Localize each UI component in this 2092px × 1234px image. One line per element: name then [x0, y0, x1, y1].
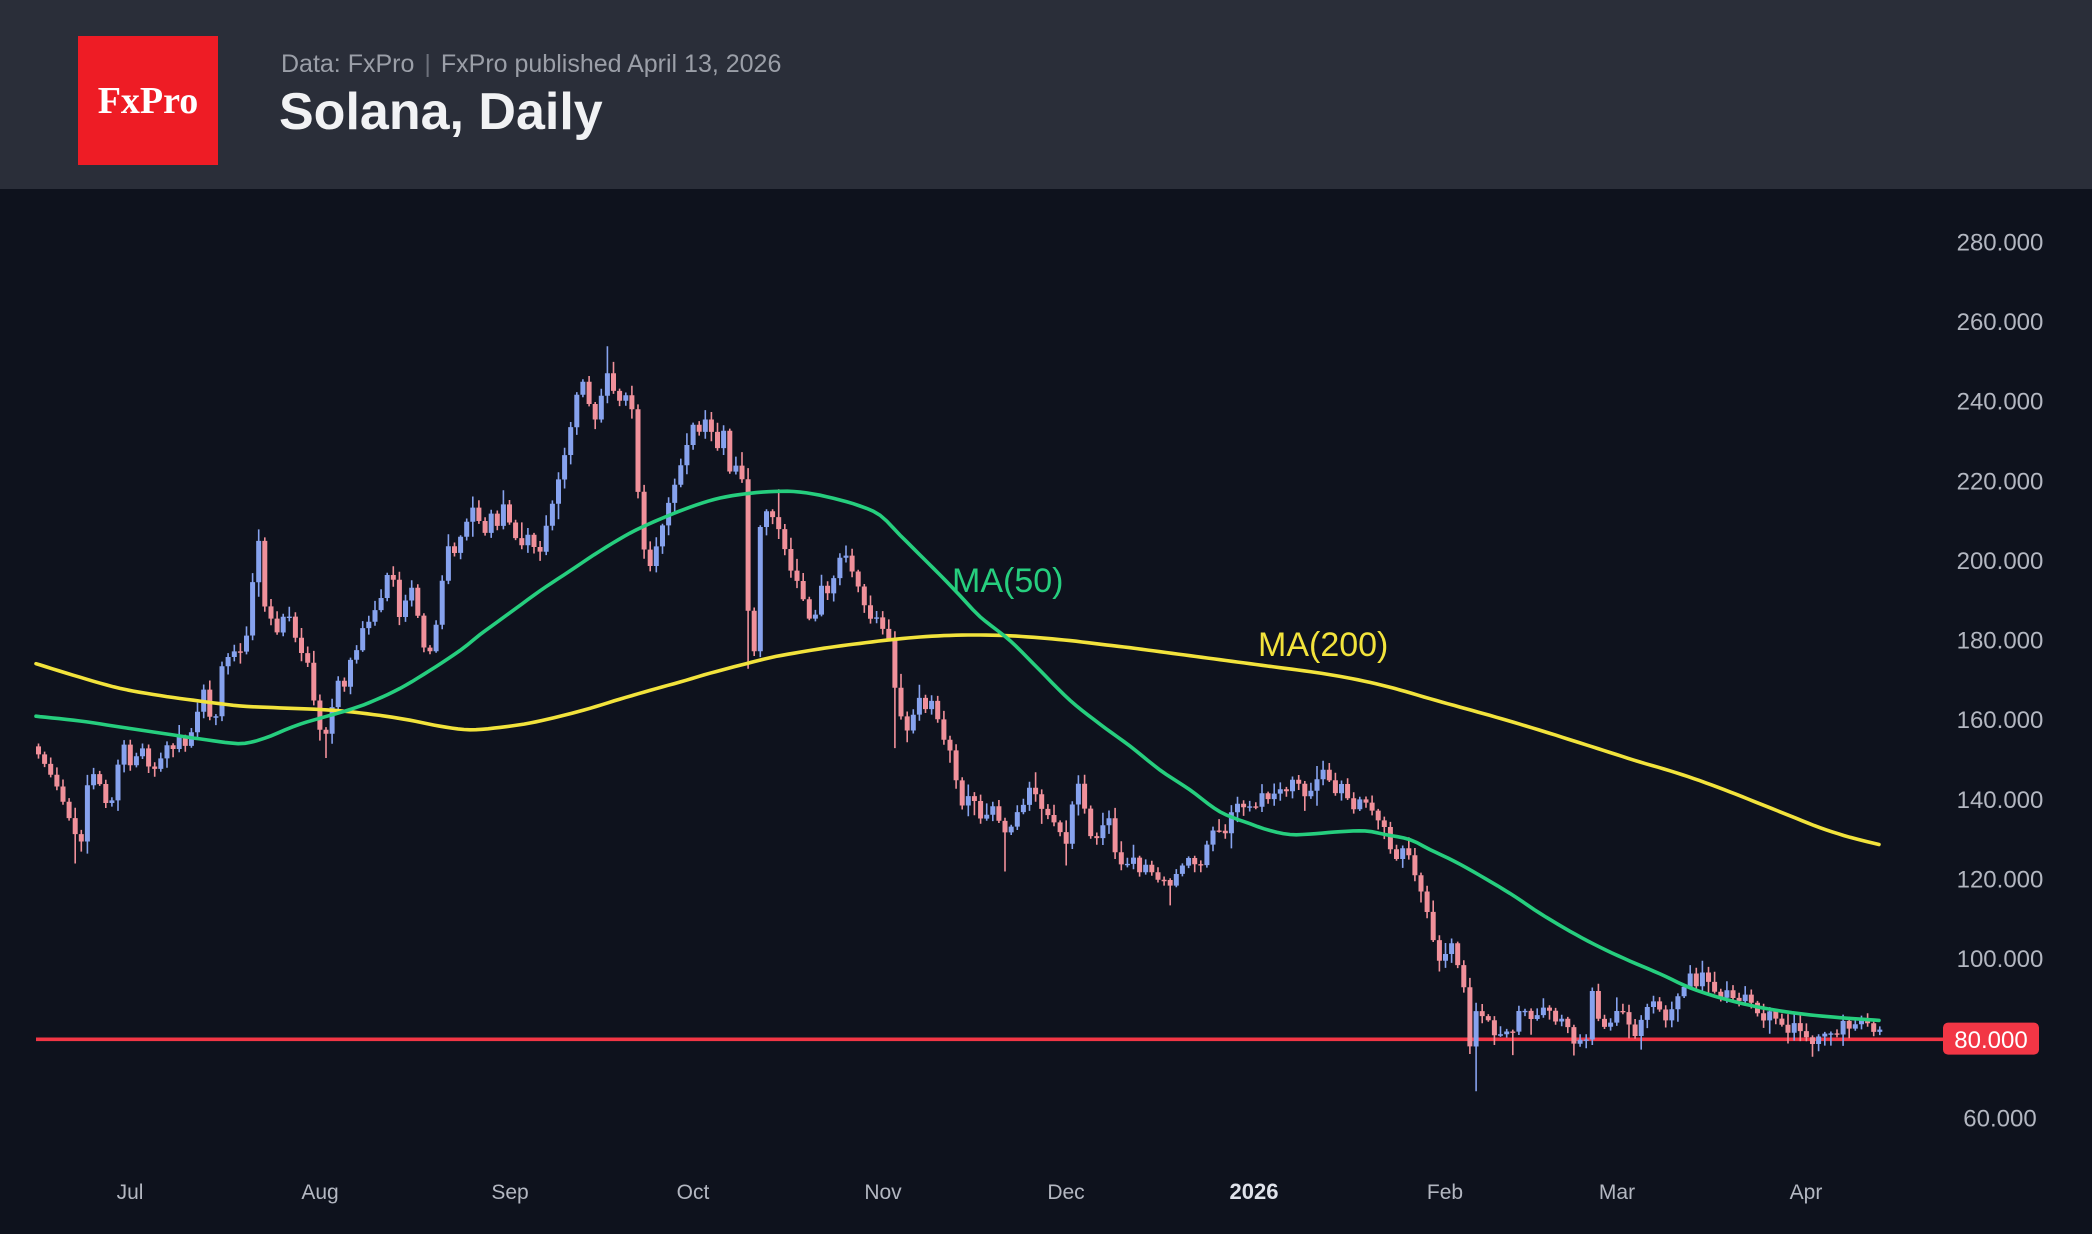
svg-text:240.000: 240.000 — [1957, 389, 2044, 416]
svg-text:200.000: 200.000 — [1957, 548, 2044, 575]
svg-text:Mar: Mar — [1599, 1181, 1635, 1204]
svg-text:180.000: 180.000 — [1957, 628, 2044, 655]
svg-text:140.000: 140.000 — [1957, 787, 2044, 814]
svg-text:280.000: 280.000 — [1957, 229, 2044, 256]
svg-text:Feb: Feb — [1427, 1181, 1463, 1204]
svg-text:220.000: 220.000 — [1957, 468, 2044, 495]
svg-text:260.000: 260.000 — [1957, 309, 2044, 336]
svg-text:Jul: Jul — [117, 1181, 144, 1204]
svg-text:Oct: Oct — [677, 1181, 710, 1204]
svg-text:80.000: 80.000 — [1954, 1027, 2027, 1054]
svg-text:2026: 2026 — [1230, 1179, 1279, 1204]
svg-text:120.000: 120.000 — [1957, 867, 2044, 894]
svg-text:Dec: Dec — [1047, 1181, 1084, 1204]
svg-text:Apr: Apr — [1790, 1181, 1823, 1204]
svg-text:160.000: 160.000 — [1957, 707, 2044, 734]
svg-text:MA(200): MA(200) — [1258, 626, 1388, 664]
svg-text:MA(50): MA(50) — [952, 562, 1063, 600]
svg-text:Sep: Sep — [491, 1181, 528, 1204]
svg-text:Aug: Aug — [301, 1181, 338, 1204]
svg-text:60.000: 60.000 — [1963, 1105, 2036, 1132]
svg-text:Nov: Nov — [864, 1181, 902, 1204]
svg-text:100.000: 100.000 — [1957, 946, 2044, 973]
